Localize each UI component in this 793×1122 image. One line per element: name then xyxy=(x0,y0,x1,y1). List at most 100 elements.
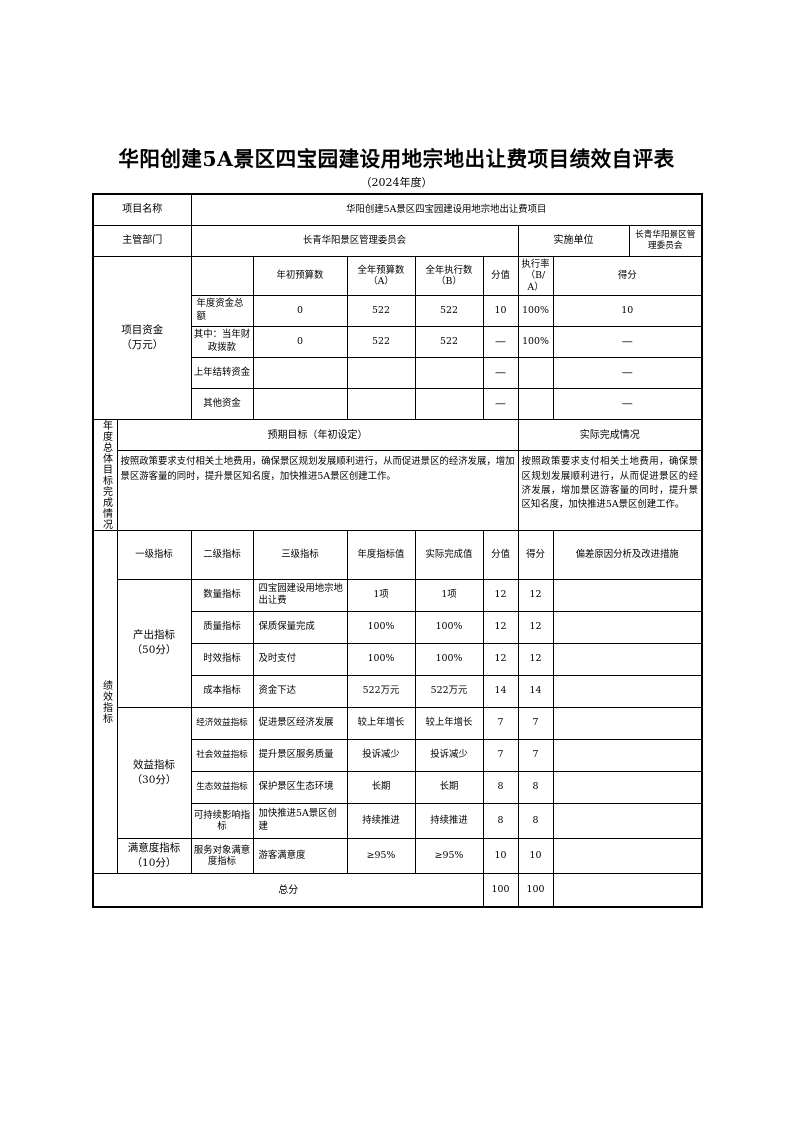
indicator-group-label-1-line1: 效益指标 xyxy=(133,758,175,771)
table-row-benefit-1: 效益指标 （30分） 经济效益指标 促进景区经济发展 较上年增长 较上年增长 7… xyxy=(93,706,703,839)
funds-score-value-0: 10 xyxy=(482,294,519,327)
funds-annual-budget-1: 522 xyxy=(346,325,416,358)
indicator-level2-2-0: 服务对象满意度指标 xyxy=(190,837,254,875)
indicator-level2-0-3: 成本指标 xyxy=(190,674,254,708)
project-name-value: 华阳创建5A景区四宝园建设用地宗地出让费项目 xyxy=(190,193,703,226)
indicator-level2-0-1: 质量指标 xyxy=(190,610,254,644)
indicator-target-1-3: 持续推进 xyxy=(346,802,416,839)
indicator-deviation-1-0 xyxy=(552,706,703,740)
table-row-total: 总分 100 100 xyxy=(92,873,703,909)
indicator-score-0-1: 12 xyxy=(517,610,554,644)
total-score: 100 xyxy=(517,873,554,909)
funds-row-label-2: 上年结转资金 xyxy=(190,356,254,389)
funds-annual-exec-1: 522 xyxy=(414,325,484,358)
project-funds-label: 项目资金 （万元） xyxy=(92,256,192,420)
actual-completion-text: 按照政策要求支付相关土地费用，确保景区规划发展顺利进行，从而促进景区的经济发展，… xyxy=(517,450,703,531)
funds-header-annual-exec: 全年执行数（B） xyxy=(414,256,484,296)
funds-header-exec-rate: 执行率（B/A） xyxy=(517,256,554,296)
indicator-group-label-2: 满意度指标 （10分） xyxy=(116,837,192,875)
funds-initial-budget-0: 0 xyxy=(252,294,348,327)
indicator-score-2-0: 10 xyxy=(517,837,554,875)
total-deviation xyxy=(552,873,703,909)
indicator-score-0-2: 12 xyxy=(517,642,554,676)
funds-row-label-0: 年度资金总额 xyxy=(190,294,254,327)
indicator-deviation-0-2 xyxy=(552,642,703,676)
indicator-level2-1-2: 生态效益指标 xyxy=(190,770,254,804)
funds-exec-rate-0: 100% xyxy=(517,294,554,327)
indicator-header-level3: 三级指标 xyxy=(252,529,348,580)
indicator-group-label-2-line1: 满意度指标 xyxy=(127,841,181,854)
indicator-target-0-1: 100% xyxy=(346,610,416,644)
page-title: 华阳创建5A景区四宝园建设用地宗地出让费项目绩效自评表 xyxy=(118,147,675,171)
funds-header-initial-budget: 年初预算数 xyxy=(252,256,348,296)
indicator-score-1-3: 8 xyxy=(517,802,554,839)
indicator-group-label-0: 产出指标 （50分） xyxy=(116,578,192,708)
indicator-level3-0-0: 四宝园建设用地宗地出让费 xyxy=(252,578,348,612)
funds-row-label-1: 其中：当年财政拨款 xyxy=(190,325,254,358)
indicator-target-2-0: ≥95% xyxy=(346,837,416,875)
total-score-value: 100 xyxy=(482,873,519,909)
funds-header-annual-budget: 全年预算数（A） xyxy=(346,256,416,296)
indicator-actual-0-2: 100% xyxy=(414,642,484,676)
table-row-departments: 主管部门 长青华阳景区管理委员会 实施单位 长青华阳景区管理委员会 xyxy=(92,225,703,257)
indicator-group-label-1-line2: （30分） xyxy=(131,773,177,786)
indicator-level2-0-2: 时效指标 xyxy=(190,642,254,676)
indicator-header-level2: 二级指标 xyxy=(190,529,254,580)
indicator-scorevalue-1-3: 8 xyxy=(482,802,519,839)
table-row-funds-carryover: 上年结转资金 — — xyxy=(93,356,703,389)
indicator-scorevalue-1-2: 8 xyxy=(482,770,519,804)
indicator-actual-1-0: 较上年增长 xyxy=(414,706,484,740)
expected-goal-header: 预期目标（年初设定） xyxy=(116,418,519,452)
indicator-score-1-2: 8 xyxy=(517,770,554,804)
indicator-target-0-2: 100% xyxy=(346,642,416,676)
supervising-dept-value: 长青华阳景区管理委员会 xyxy=(190,225,519,257)
indicator-level3-0-3: 资金下达 xyxy=(252,674,348,708)
table-row-benefit-2: 社会效益指标 提升景区服务质量 投诉减少 投诉减少 7 7 xyxy=(93,738,703,772)
indicator-actual-0-0: 1项 xyxy=(414,578,484,612)
table-row-satisfaction-1: 满意度指标 （10分） 服务对象满意度指标 游客满意度 ≥95% ≥95% 10… xyxy=(93,837,703,875)
performance-side-label: 绩效指标 xyxy=(92,529,118,875)
table-row-funds-header: 项目资金 （万元） 年初预算数 全年预算数（A） 全年执行数（B） 分值 执行率… xyxy=(92,256,703,420)
indicator-deviation-1-2 xyxy=(552,770,703,804)
indicator-actual-2-0: ≥95% xyxy=(414,837,484,875)
funds-exec-rate-3 xyxy=(517,387,554,420)
indicator-header-level1: 一级指标 xyxy=(116,529,192,580)
expected-goal-text: 按照政策要求支付相关土地费用，确保景区规划发展顺利进行，从而促进景区的经济发展，… xyxy=(116,450,519,531)
indicator-score-0-0: 12 xyxy=(517,578,554,612)
indicator-score-1-1: 7 xyxy=(517,738,554,772)
indicator-level3-2-0: 游客满意度 xyxy=(252,837,348,875)
indicator-header-score-value: 分值 xyxy=(482,529,519,580)
funds-annual-exec-0: 522 xyxy=(414,294,484,327)
indicator-header-deviation: 偏差原因分析及改进措施 xyxy=(552,529,703,580)
indicator-target-1-0: 较上年增长 xyxy=(346,706,416,740)
indicator-actual-0-3: 522万元 xyxy=(414,674,484,708)
table-row-output-1: 产出指标 （50分） 数量指标 四宝园建设用地宗地出让费 1项 1项 12 12 xyxy=(93,578,703,708)
indicator-level3-0-1: 保质保量完成 xyxy=(252,610,348,644)
indicator-level2-1-0: 经济效益指标 xyxy=(190,706,254,740)
indicator-level2-1-3: 可持续影响指标 xyxy=(190,802,254,839)
indicator-scorevalue-1-1: 7 xyxy=(482,738,519,772)
table-row-annual-goal-text: 按照政策要求支付相关土地费用，确保景区规划发展顺利进行，从而促进景区的经济发展，… xyxy=(93,450,703,531)
indicator-actual-1-1: 投诉减少 xyxy=(414,738,484,772)
project-funds-label-line1: 项目资金 xyxy=(121,323,164,336)
indicator-actual-0-1: 100% xyxy=(414,610,484,644)
indicator-group-label-1: 效益指标 （30分） xyxy=(116,706,192,839)
indicator-target-1-1: 投诉减少 xyxy=(346,738,416,772)
funds-annual-budget-3 xyxy=(346,387,416,420)
implementing-unit-label: 实施单位 xyxy=(517,225,630,257)
indicator-deviation-2-0 xyxy=(552,837,703,875)
indicator-level3-0-2: 及时支付 xyxy=(252,642,348,676)
indicator-actual-1-3: 持续推进 xyxy=(414,802,484,839)
funds-score-1: — xyxy=(552,325,703,358)
page-subtitle: （2024年度） xyxy=(360,176,433,189)
indicator-level3-1-0: 促进景区经济发展 xyxy=(252,706,348,740)
table-row-funds-other: 其他资金 — — xyxy=(93,387,703,420)
table-row-output-4: 成本指标 资金下达 522万元 522万元 14 14 xyxy=(93,674,703,708)
project-funds-label-line2: （万元） xyxy=(121,338,164,351)
indicator-score-1-0: 7 xyxy=(517,706,554,740)
funds-header-score: 得分 xyxy=(552,256,703,296)
implementing-unit-value: 长青华阳景区管理委员会 xyxy=(628,225,703,257)
indicator-header-actual-value: 实际完成值 xyxy=(414,529,484,580)
indicator-deviation-1-1 xyxy=(552,738,703,772)
funds-score-0: 10 xyxy=(552,294,703,327)
